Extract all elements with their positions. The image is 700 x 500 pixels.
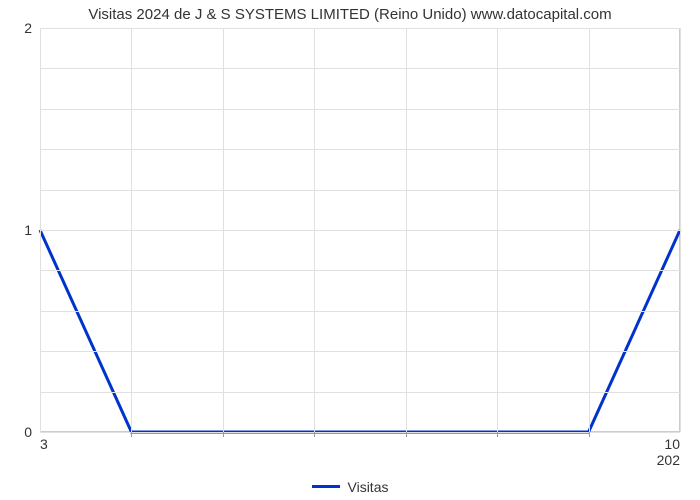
x-axis-tick-label: 3: [40, 432, 48, 452]
x-axis-minor-tick: [223, 432, 224, 437]
gridline-horizontal-minor: [40, 311, 680, 312]
x-axis-minor-tick: [314, 432, 315, 437]
y-axis-tick-label: 0: [24, 424, 40, 440]
y-axis-tick-label: 2: [24, 20, 40, 36]
chart-legend: Visitas: [0, 475, 700, 495]
legend-label: Visitas: [348, 479, 389, 495]
y-axis-tick-label: 1: [24, 222, 40, 238]
gridline-horizontal-minor: [40, 270, 680, 271]
x-axis-minor-tick: [589, 432, 590, 437]
gridline-horizontal-minor: [40, 68, 680, 69]
gridline-horizontal: [40, 432, 680, 433]
x-axis-minor-tick: [131, 432, 132, 437]
legend-item-visitas: Visitas: [312, 479, 389, 495]
x-axis-sublabel: 202: [657, 432, 680, 468]
x-axis-minor-tick: [406, 432, 407, 437]
gridline-horizontal-minor: [40, 392, 680, 393]
chart-title: Visitas 2024 de J & S SYSTEMS LIMITED (R…: [0, 6, 700, 23]
gridline-horizontal: [40, 230, 680, 231]
chart-plot-area: 012310202: [40, 28, 680, 432]
gridline-horizontal: [40, 28, 680, 29]
series-line: [40, 230, 680, 432]
gridline-vertical: [680, 28, 681, 432]
gridline-horizontal-minor: [40, 149, 680, 150]
gridline-horizontal-minor: [40, 109, 680, 110]
gridline-horizontal-minor: [40, 190, 680, 191]
gridline-horizontal-minor: [40, 351, 680, 352]
x-axis-minor-tick: [497, 432, 498, 437]
legend-swatch: [312, 485, 340, 488]
